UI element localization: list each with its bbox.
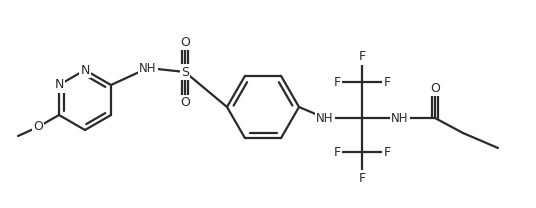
Text: O: O (180, 97, 190, 109)
Text: NH: NH (316, 111, 334, 125)
Text: S: S (181, 66, 189, 78)
Text: F: F (359, 51, 366, 63)
Text: O: O (180, 36, 190, 48)
Text: F: F (333, 146, 340, 158)
Text: N: N (80, 63, 90, 77)
Text: NH: NH (139, 62, 157, 74)
Text: F: F (383, 76, 391, 88)
Text: F: F (359, 172, 366, 184)
Text: O: O (430, 82, 440, 94)
Text: F: F (383, 146, 391, 158)
Text: F: F (333, 76, 340, 88)
Text: NH: NH (391, 111, 409, 125)
Text: N: N (54, 78, 64, 92)
Text: O: O (33, 120, 43, 134)
